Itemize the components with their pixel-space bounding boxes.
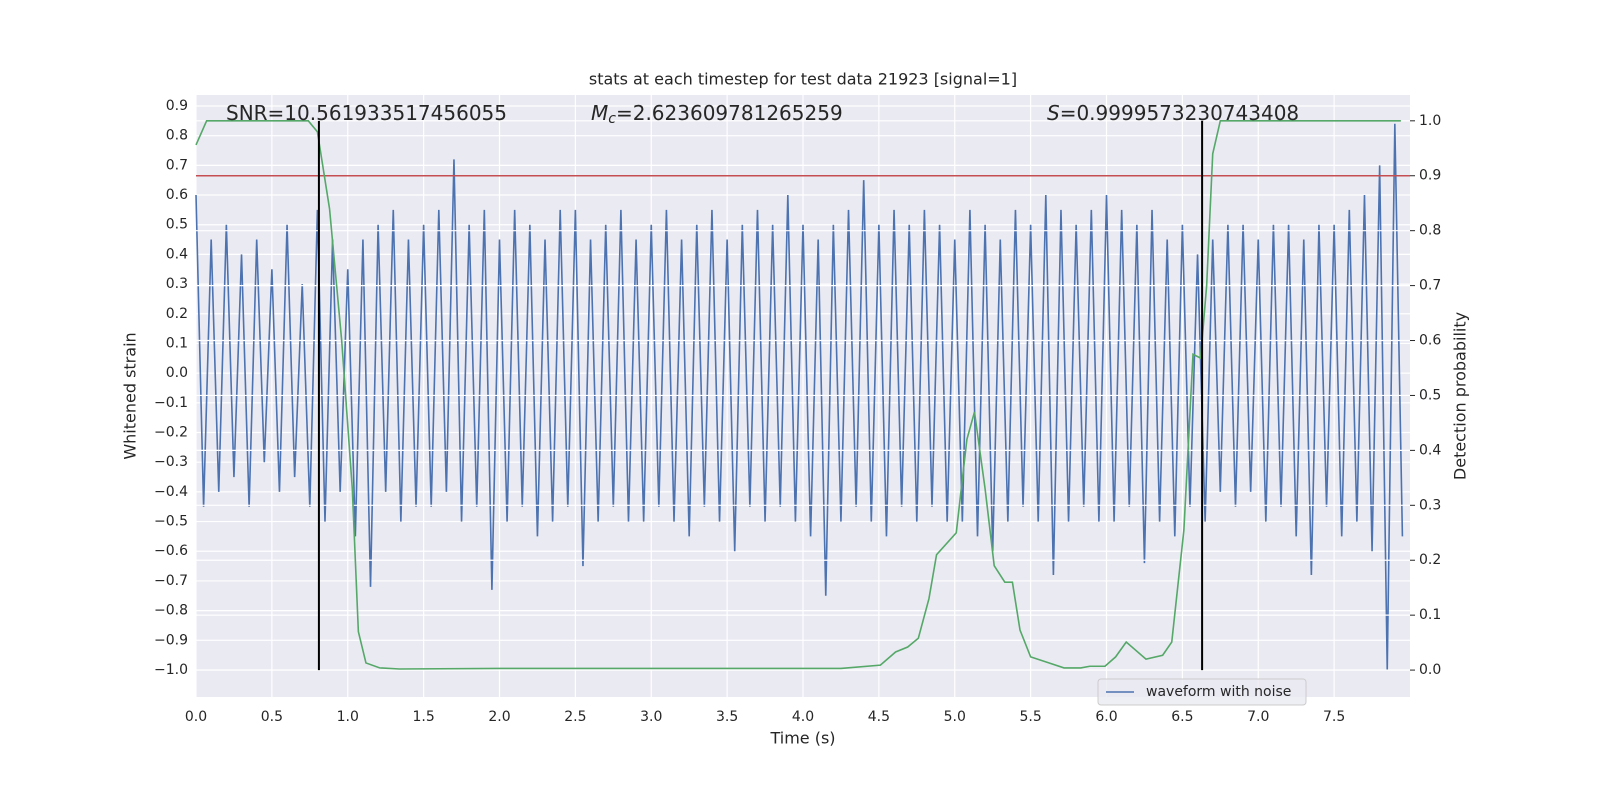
y2-tick-label: 0.9	[1419, 168, 1441, 184]
legend-label: waveform with noise	[1146, 684, 1291, 700]
chart-title: stats at each timestep for test data 219…	[589, 70, 1017, 89]
y2-tick-label: 0.1	[1419, 607, 1441, 623]
y-tick-label: −0.3	[154, 454, 188, 470]
y-tick-label: −0.5	[154, 514, 188, 530]
x-tick-label: 3.5	[716, 709, 738, 725]
y-tick-label: −1.0	[154, 662, 188, 678]
x-tick-label: 1.5	[412, 709, 434, 725]
y2-tick-label: 0.8	[1419, 223, 1441, 239]
y2-tick-label: 0.6	[1419, 333, 1441, 349]
annotation-text: =2.623609781265259	[616, 101, 843, 125]
y2-tick-label: 0.2	[1419, 552, 1441, 568]
x-tick-label: 4.5	[868, 709, 890, 725]
x-axis-label: Time (s)	[769, 729, 835, 748]
y-tick-label: 0.7	[166, 157, 188, 173]
x-tick-label: 2.5	[564, 709, 586, 725]
y-tick-label: 0.3	[166, 276, 188, 292]
y-tick-label: −0.4	[154, 484, 188, 500]
legend-box	[1097, 678, 1307, 706]
x-tick-label: 5.0	[944, 709, 966, 725]
y-tick-label: −0.8	[154, 603, 188, 619]
y-tick-label: 0.0	[166, 365, 188, 381]
y2-axis-label: Detection probability	[1451, 312, 1470, 480]
annotation-text: =0.9999573230743408	[1060, 101, 1299, 125]
x-tick-label: 6.0	[1095, 709, 1117, 725]
y-tick-label: −0.1	[154, 395, 188, 411]
annotation-symbol: S	[1047, 101, 1060, 125]
y2-tick-label: 0.4	[1419, 442, 1441, 458]
x-tick-label: 4.0	[792, 709, 814, 725]
x-tick-label: 2.0	[488, 709, 510, 725]
y2-tick-label: 0.7	[1419, 278, 1441, 294]
legend: waveform with noise	[1097, 678, 1307, 706]
y-tick-label: 0.1	[166, 335, 188, 351]
x-tick-label: 0.0	[185, 709, 207, 725]
x-tick-label: 7.0	[1247, 709, 1269, 725]
y-tick-label: 0.8	[166, 128, 188, 144]
y-tick-label: −0.2	[154, 425, 188, 441]
x-tick-label: 5.5	[1019, 709, 1041, 725]
y-tick-label: −0.6	[154, 543, 188, 559]
x-tick-label: 6.5	[1171, 709, 1193, 725]
overlay: SNR=10.561933517456055 Mc=2.6236097812652…	[195, 101, 1410, 671]
y-axis-label: Whitened strain	[121, 332, 140, 459]
annotation: S=0.9999573230743408	[1047, 101, 1299, 125]
x-tick-label: 3.0	[640, 709, 662, 725]
y-tick-label: 0.2	[166, 306, 188, 322]
x-tick-label: 1.0	[337, 709, 359, 725]
y-tick-label: 0.4	[166, 246, 188, 262]
y-tick-label: −0.7	[154, 573, 188, 589]
annotation-symbol: M	[591, 101, 608, 125]
y2-tick-label: 0.5	[1419, 387, 1441, 403]
y-tick-label: 0.5	[166, 217, 188, 233]
y2-tick-label: 0.0	[1419, 662, 1441, 678]
x-tick-label: 0.5	[261, 709, 283, 725]
y2-tick-label: 0.3	[1419, 497, 1441, 513]
annotation-subscript: c	[608, 111, 616, 127]
y-tick-label: 0.6	[166, 187, 188, 203]
y-tick-label: −0.9	[154, 632, 188, 648]
probability-line	[195, 120, 1401, 670]
annotation: Mc=2.623609781265259	[591, 101, 843, 128]
y-tick-label: 0.9	[166, 98, 188, 114]
annotation: SNR=10.561933517456055	[226, 101, 507, 125]
x-tick-label: 7.5	[1323, 709, 1345, 725]
annotation-text: SNR=10.561933517456055	[226, 101, 507, 125]
y2-tick-label: 1.0	[1419, 113, 1441, 129]
